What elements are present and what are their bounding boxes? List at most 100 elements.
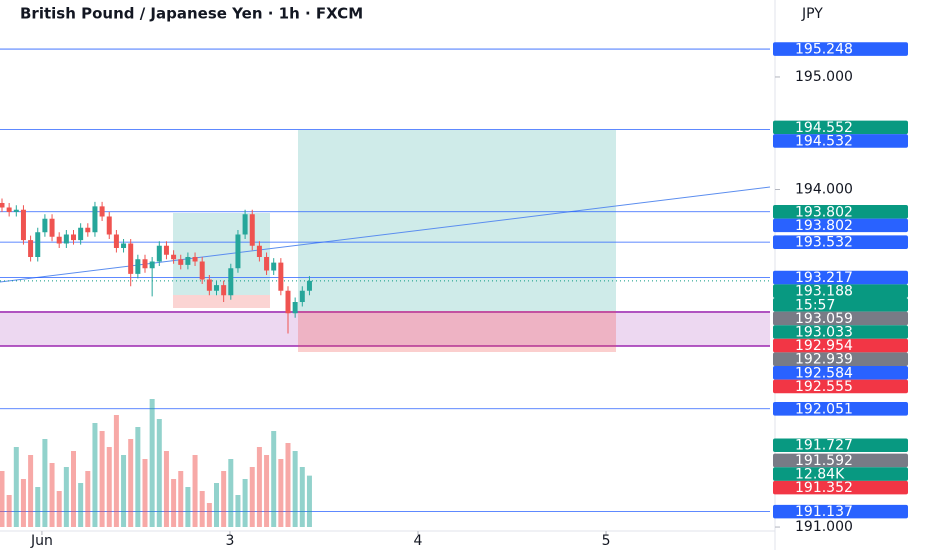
volume-bar — [235, 495, 241, 527]
candle-body — [42, 218, 48, 233]
volume-bar — [20, 479, 26, 527]
volume-bar — [106, 447, 112, 527]
volume-bar — [63, 467, 69, 527]
candle-body — [92, 206, 98, 233]
price-tag — [773, 338, 908, 353]
price-tag — [773, 379, 908, 394]
volume-bar — [292, 451, 298, 527]
volume-bar — [192, 455, 198, 527]
price-tag-label: 191.727 — [795, 438, 853, 454]
price-tag — [773, 352, 908, 366]
volume-bar — [299, 467, 305, 527]
candle-body — [299, 290, 305, 303]
candle-body — [221, 285, 227, 296]
volume-bar — [113, 415, 119, 527]
volume-bar — [306, 475, 312, 527]
price-tag-label: 194.532 — [795, 133, 853, 149]
candle-body — [149, 261, 155, 269]
candle-body — [28, 240, 34, 257]
price-tag-label: 193.802 — [795, 218, 853, 234]
volume-bar — [42, 439, 48, 527]
volume-bar — [28, 455, 34, 527]
price-tag-label: 193.188 — [795, 284, 853, 300]
candle-body — [228, 268, 234, 296]
price-tag-label: 192.555 — [795, 379, 853, 395]
volume-bar — [199, 491, 205, 527]
candle-body — [142, 259, 148, 269]
volume-bar — [56, 491, 62, 527]
volume-bar — [285, 443, 291, 527]
long-target — [298, 130, 616, 311]
price-tag-label: 195.248 — [795, 42, 853, 58]
candle-body — [163, 245, 169, 255]
candle-body — [271, 262, 277, 271]
zone — [0, 311, 770, 346]
long-stop — [298, 311, 616, 352]
price-tag — [773, 134, 908, 148]
candle-body — [235, 234, 241, 269]
price-tag — [773, 504, 908, 519]
candle-body — [113, 234, 119, 248]
candle-body — [206, 279, 212, 291]
volume-bar — [0, 471, 5, 527]
candle-body — [99, 206, 105, 217]
volume-bar — [214, 483, 219, 527]
price-tag-label: 193.532 — [795, 235, 853, 251]
candle-body — [13, 209, 19, 212]
price-tag-label: 191.137 — [795, 504, 853, 520]
price-tag — [773, 297, 908, 312]
price-tag-label: 192.051 — [795, 401, 853, 417]
candle-body — [285, 290, 291, 314]
price-tag — [773, 270, 908, 285]
candle-body — [214, 285, 219, 291]
price-tag — [773, 365, 908, 380]
candle-body — [249, 214, 255, 246]
candle-body — [20, 209, 26, 241]
price-tag — [773, 438, 908, 453]
candle-body — [128, 243, 134, 274]
volume-bar — [271, 431, 277, 527]
price-tag — [773, 401, 908, 416]
price-tag-label: 15:57 — [795, 297, 835, 313]
volume-bar — [249, 467, 255, 527]
volume-bar — [256, 447, 262, 527]
candle-body — [71, 234, 76, 241]
x-tick-label: 3 — [226, 533, 235, 549]
price-tag — [773, 204, 908, 219]
y-tick-label: 194.000 — [795, 181, 853, 197]
volume-bar — [185, 487, 191, 527]
price-tag — [773, 218, 908, 233]
x-tick-label: 5 — [602, 533, 611, 549]
price-tag — [773, 120, 908, 135]
volume-bar — [163, 451, 169, 527]
candle-body — [242, 214, 248, 235]
volume-bar — [171, 479, 177, 527]
price-tag-label: 193.217 — [795, 270, 853, 286]
volume-bar — [206, 503, 212, 527]
volume-bar — [92, 423, 98, 527]
candle-body — [178, 259, 184, 265]
candle-body — [6, 207, 12, 212]
candle-body — [35, 232, 41, 257]
price-tag — [773, 284, 908, 298]
position-stop — [173, 295, 270, 308]
volume-bar — [35, 487, 41, 527]
volume-bar — [128, 439, 134, 527]
volume-bar — [121, 455, 127, 527]
price-tag-label: 191.352 — [795, 480, 853, 496]
price-tag-label: 193.802 — [795, 204, 853, 220]
candle-body — [49, 218, 55, 237]
candle-body — [63, 234, 69, 244]
x-tick-label: Jun — [30, 533, 53, 549]
volume-bar — [242, 479, 248, 527]
price-tag — [773, 480, 908, 495]
volume-bar — [13, 447, 19, 527]
volume-bar — [264, 455, 270, 527]
volume-bar — [228, 459, 234, 527]
volume-bar — [135, 427, 141, 527]
volume-bar — [71, 451, 76, 527]
candle-body — [256, 245, 262, 257]
volume-bar — [78, 483, 84, 527]
candle-body — [278, 262, 284, 291]
